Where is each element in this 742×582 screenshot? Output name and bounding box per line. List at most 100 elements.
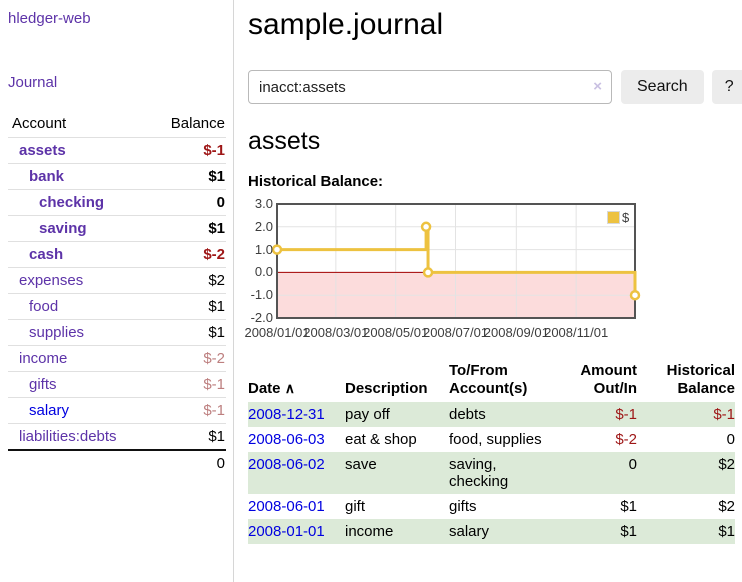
column-header-accounts: To/From Account(s): [449, 362, 528, 397]
search-input-wrapper: ×: [248, 70, 612, 104]
chart-legend: $: [605, 209, 632, 226]
transaction-amount: $-1: [615, 406, 637, 423]
transaction-accounts: salary: [449, 523, 490, 540]
y-axis-tick-label: -1.0: [250, 287, 273, 303]
account-balance: $1: [208, 298, 225, 315]
account-row: gifts $-1: [8, 371, 226, 397]
account-row: salary $-1: [8, 397, 226, 423]
account-link[interactable]: bank: [29, 168, 65, 185]
account-row: expenses $2: [8, 267, 226, 293]
account-balance: $-1: [203, 376, 225, 393]
x-axis-tick-label: 2008/05/01: [363, 325, 429, 340]
transaction-amount: 0: [628, 456, 637, 473]
accounts-tree: Account Balance assets $-1 bank $1 check…: [8, 111, 226, 476]
account-row: food $1: [8, 293, 226, 319]
account-balance: $1: [208, 428, 225, 445]
column-header-balance: Historical Balance: [666, 362, 735, 397]
transaction-balance: $1: [718, 523, 735, 540]
account-balance: $1: [208, 220, 225, 237]
account-row: income $-2: [8, 345, 226, 371]
brand-link[interactable]: hledger-web: [8, 10, 91, 27]
account-link[interactable]: checking: [39, 194, 105, 211]
account-row: saving $1: [8, 215, 226, 241]
accounts-tree-header: Account Balance: [8, 111, 226, 137]
transaction-amount: $1: [620, 498, 637, 515]
account-link[interactable]: assets: [19, 142, 66, 159]
sidebar-item-journal[interactable]: Journal: [8, 74, 58, 91]
account-link[interactable]: cash: [29, 246, 64, 263]
search-input[interactable]: [248, 70, 612, 104]
transaction-description: gift: [345, 498, 366, 515]
column-header-date[interactable]: Date ∧: [248, 380, 295, 397]
clear-search-icon[interactable]: ×: [593, 78, 602, 95]
transaction-date-link[interactable]: 2008-06-02: [248, 456, 325, 473]
search-bar: × Search ?: [248, 70, 742, 104]
chart-data-point: [422, 267, 434, 278]
transaction-balance: $-1: [713, 406, 735, 423]
main-content: sample.journal × Search ? assets Histori…: [234, 0, 742, 582]
register-table: Date ∧ Description To/From Account(s) Am…: [248, 359, 735, 544]
account-row: checking 0: [8, 189, 226, 215]
transaction-row: 2008-06-02 save saving, checking 0 $2: [248, 452, 735, 494]
account-link[interactable]: salary: [29, 402, 70, 419]
chart-data-point: [271, 244, 283, 255]
chart-title: Historical Balance:: [248, 173, 384, 190]
y-axis-tick-label: 3.0: [254, 196, 273, 211]
account-link[interactable]: supplies: [29, 324, 85, 341]
series-legend-label: $: [622, 210, 630, 225]
historical-balance-chart: $ 3.0 2.0 1.0 0.0 -1.0 -2.0 2008/01/01 2008/03/…: [244, 196, 742, 346]
transaction-date-link[interactable]: 2008-12-31: [248, 406, 325, 423]
page-title: sample.journal: [248, 8, 444, 41]
account-row: assets $-1: [8, 137, 226, 163]
account-link[interactable]: saving: [39, 220, 87, 237]
transaction-date-link[interactable]: 2008-06-01: [248, 498, 325, 515]
balance-column-header: Balance: [170, 115, 225, 132]
transaction-accounts: saving, checking: [449, 456, 509, 490]
y-axis-tick-label: -2.0: [250, 310, 273, 325]
y-axis-tick-label: 1.0: [254, 241, 273, 257]
account-link[interactable]: income: [19, 350, 68, 367]
account-link[interactable]: expenses: [19, 272, 84, 289]
transaction-description: pay off: [345, 406, 390, 423]
x-axis-tick-label: 2008/07/01: [422, 325, 489, 340]
transaction-row: 2008-01-01 income salary $1 $1: [248, 519, 735, 544]
register-header-row: Date ∧ Description To/From Account(s) Am…: [248, 359, 735, 402]
account-balance: $1: [208, 168, 225, 185]
account-link[interactable]: gifts: [29, 376, 57, 393]
chart-data-point: [420, 221, 432, 233]
transaction-amount: $1: [620, 523, 637, 540]
account-heading: assets: [248, 127, 321, 155]
sort-ascending-icon: ∧: [284, 380, 295, 396]
transaction-row: 2008-06-03 eat & shop food, supplies $-2…: [248, 427, 735, 452]
sidebar: hledger-web Journal Account Balance asse…: [0, 0, 234, 582]
y-axis-tick-label: 0.0: [254, 264, 273, 280]
account-link[interactable]: food: [29, 298, 59, 315]
column-header-amount: Amount Out/In: [580, 362, 637, 397]
transaction-description: save: [345, 456, 377, 473]
transaction-balance: $2: [718, 498, 735, 515]
transaction-date-link[interactable]: 2008-06-03: [248, 431, 325, 448]
account-balance: $2: [208, 272, 225, 289]
transaction-date-link[interactable]: 2008-01-01: [248, 523, 325, 540]
account-row: bank $1: [8, 163, 226, 189]
account-balance: $1: [208, 324, 225, 341]
search-button[interactable]: Search: [621, 70, 704, 104]
accounts-list: assets $-1 bank $1 checking 0 saving $1 …: [8, 137, 226, 449]
account-column-header: Account: [12, 115, 67, 132]
x-axis-tick-label: 2008/03/01: [303, 325, 369, 340]
x-axis-tick-label: 2008/09/01: [483, 325, 549, 340]
transaction-row: 2008-06-01 gift gifts $1 $2: [248, 494, 735, 519]
transaction-accounts: food, supplies: [449, 431, 542, 448]
transaction-amount: $-2: [615, 431, 637, 448]
account-balance: $-1: [203, 402, 225, 419]
transaction-balance: $2: [718, 456, 735, 473]
account-row: cash $-2: [8, 241, 226, 267]
help-button[interactable]: ?: [711, 70, 742, 104]
transaction-description: eat & shop: [345, 431, 417, 448]
account-row: supplies $1: [8, 319, 226, 345]
x-axis-tick-label: 2008/11/01: [544, 325, 609, 340]
account-balance: $-1: [203, 142, 225, 159]
series-color-swatch: [607, 211, 620, 224]
account-link[interactable]: liabilities:debts: [19, 428, 117, 445]
